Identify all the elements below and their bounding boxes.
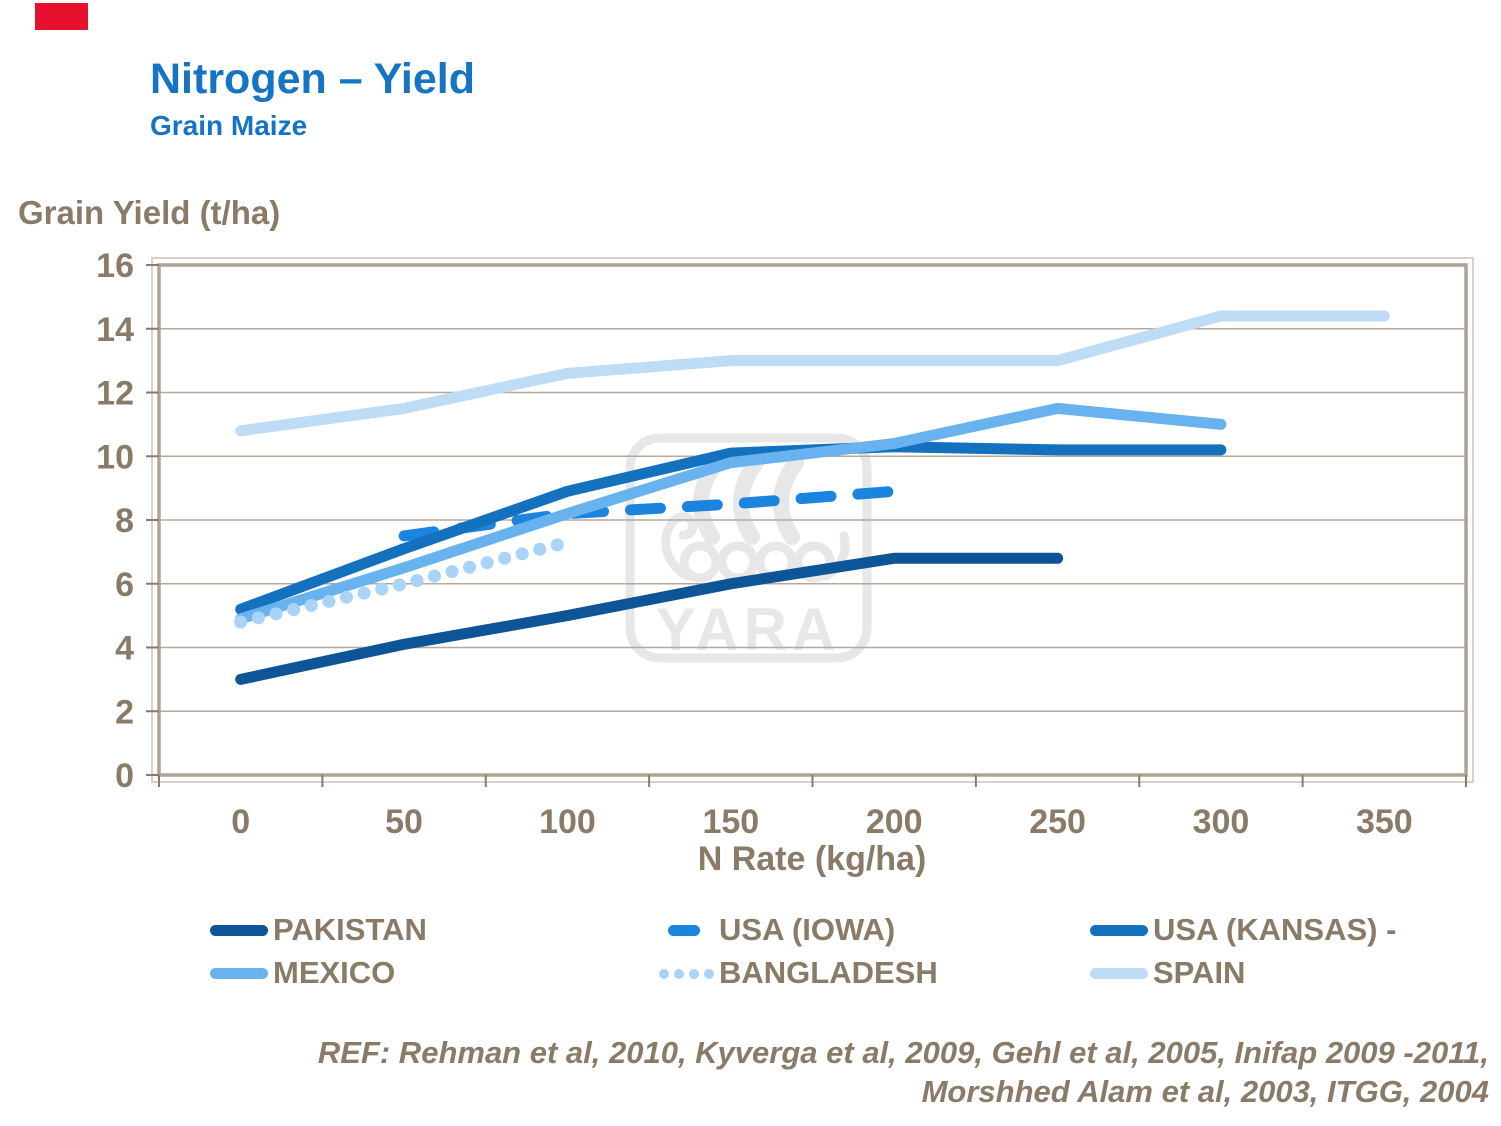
y-tick-label: 0 — [115, 757, 134, 795]
y-tick-label: 12 — [96, 375, 134, 413]
legend-swatch — [1090, 955, 1148, 991]
legend-swatch — [1090, 912, 1148, 948]
legend-item-usa-kansas-: USA (KANSAS) - — [1090, 912, 1396, 948]
series-line-MEXICO — [235, 402, 1227, 625]
y-tick-label: 14 — [96, 311, 134, 349]
x-tick-label: 150 — [702, 803, 759, 841]
x-tick-label: 350 — [1356, 803, 1413, 841]
reference-line-1: REF: Rehman et al, 2010, Kyverga et al, … — [317, 1035, 1489, 1070]
series-line-USA-KANSAS- — [235, 441, 1227, 615]
legend-swatch — [656, 912, 714, 948]
legend-swatch — [656, 955, 714, 991]
legend-label: BANGLADESH — [719, 955, 938, 990]
x-tick-label: 100 — [539, 803, 596, 841]
legend-label: MEXICO — [273, 955, 396, 990]
yara-watermark-text: YARA — [656, 596, 841, 663]
y-tick-label: 2 — [115, 693, 134, 731]
legend-item-bangladesh: BANGLADESH — [656, 955, 938, 991]
series-line-BANGLADESH — [234, 535, 574, 629]
legend-label: PAKISTAN — [273, 912, 427, 947]
reference-line-2: Morshhed Alam et al, 2003, ITGG, 2004 — [921, 1074, 1489, 1109]
legend-label: USA (IOWA) — [719, 912, 896, 947]
x-tick-label: 250 — [1029, 803, 1086, 841]
legend-item-pakistan: PAKISTAN — [210, 912, 427, 948]
y-axis-title: Grain Yield (t/ha) — [18, 194, 281, 231]
y-tick-label: 8 — [115, 502, 134, 540]
series-line-SPAIN — [235, 310, 1390, 437]
x-tick-label: 50 — [385, 803, 423, 841]
reference-text: REF: Rehman et al, 2010, Kyverga et al, … — [318, 1033, 1489, 1111]
x-axis-title: N Rate (kg/ha) — [697, 840, 927, 878]
legend-swatch — [210, 912, 268, 948]
y-tick-label: 6 — [115, 566, 134, 604]
x-tick-label: 0 — [231, 803, 250, 841]
y-tick-label: 16 — [96, 247, 134, 285]
red-marker — [35, 3, 88, 30]
legend-label: USA (KANSAS) - — [1153, 912, 1397, 947]
series-line-PAKISTAN — [235, 552, 1064, 685]
x-tick-label: 200 — [866, 803, 923, 841]
legend-label: SPAIN — [1153, 955, 1246, 990]
legend-item-mexico: MEXICO — [210, 955, 395, 991]
legend-item-usa-iowa-: USA (IOWA) — [656, 912, 895, 948]
page-subtitle: Grain Maize — [150, 110, 308, 141]
legend-item-spain: SPAIN — [1090, 955, 1245, 991]
legend-swatch — [210, 955, 268, 991]
y-tick-label: 10 — [96, 438, 134, 476]
page-title: Nitrogen – Yield — [150, 55, 475, 103]
y-tick-label: 4 — [115, 630, 134, 668]
x-tick-label: 300 — [1193, 803, 1250, 841]
